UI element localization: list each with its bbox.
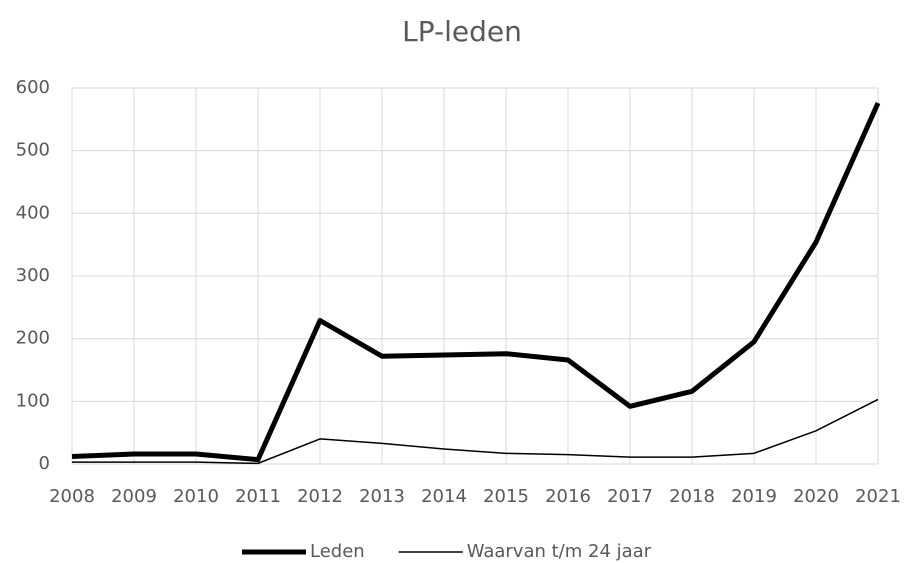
y-tick-label: 500 <box>16 140 50 161</box>
y-tick-label: 600 <box>16 77 50 98</box>
x-tick-label: 2017 <box>607 486 653 507</box>
x-tick-label: 2008 <box>49 486 95 507</box>
y-tick-label: 100 <box>16 390 50 411</box>
x-tick-label: 2014 <box>421 486 467 507</box>
x-tick-label: 2021 <box>855 486 901 507</box>
x-tick-label: 2018 <box>669 486 715 507</box>
x-tick-label: 2011 <box>235 486 281 507</box>
y-tick-label: 400 <box>16 202 50 223</box>
x-tick-label: 2010 <box>173 486 219 507</box>
legend-label: Leden <box>310 541 365 562</box>
line-series <box>71 102 881 463</box>
x-tick-label: 2019 <box>731 486 777 507</box>
chart-title: LP-leden <box>402 15 522 48</box>
x-tick-label: 2009 <box>111 486 157 507</box>
line-series <box>72 398 879 465</box>
y-tick-label: 300 <box>16 265 50 286</box>
x-tick-label: 2015 <box>483 486 529 507</box>
y-tick-label: 200 <box>16 328 50 349</box>
y-tick-label: 0 <box>39 453 50 474</box>
legend-label: Waarvan t/m 24 jaar <box>467 541 652 562</box>
x-tick-label: 2016 <box>545 486 591 507</box>
x-tick-label: 2012 <box>297 486 343 507</box>
x-tick-label: 2013 <box>359 486 405 507</box>
x-tick-label: 2020 <box>793 486 839 507</box>
